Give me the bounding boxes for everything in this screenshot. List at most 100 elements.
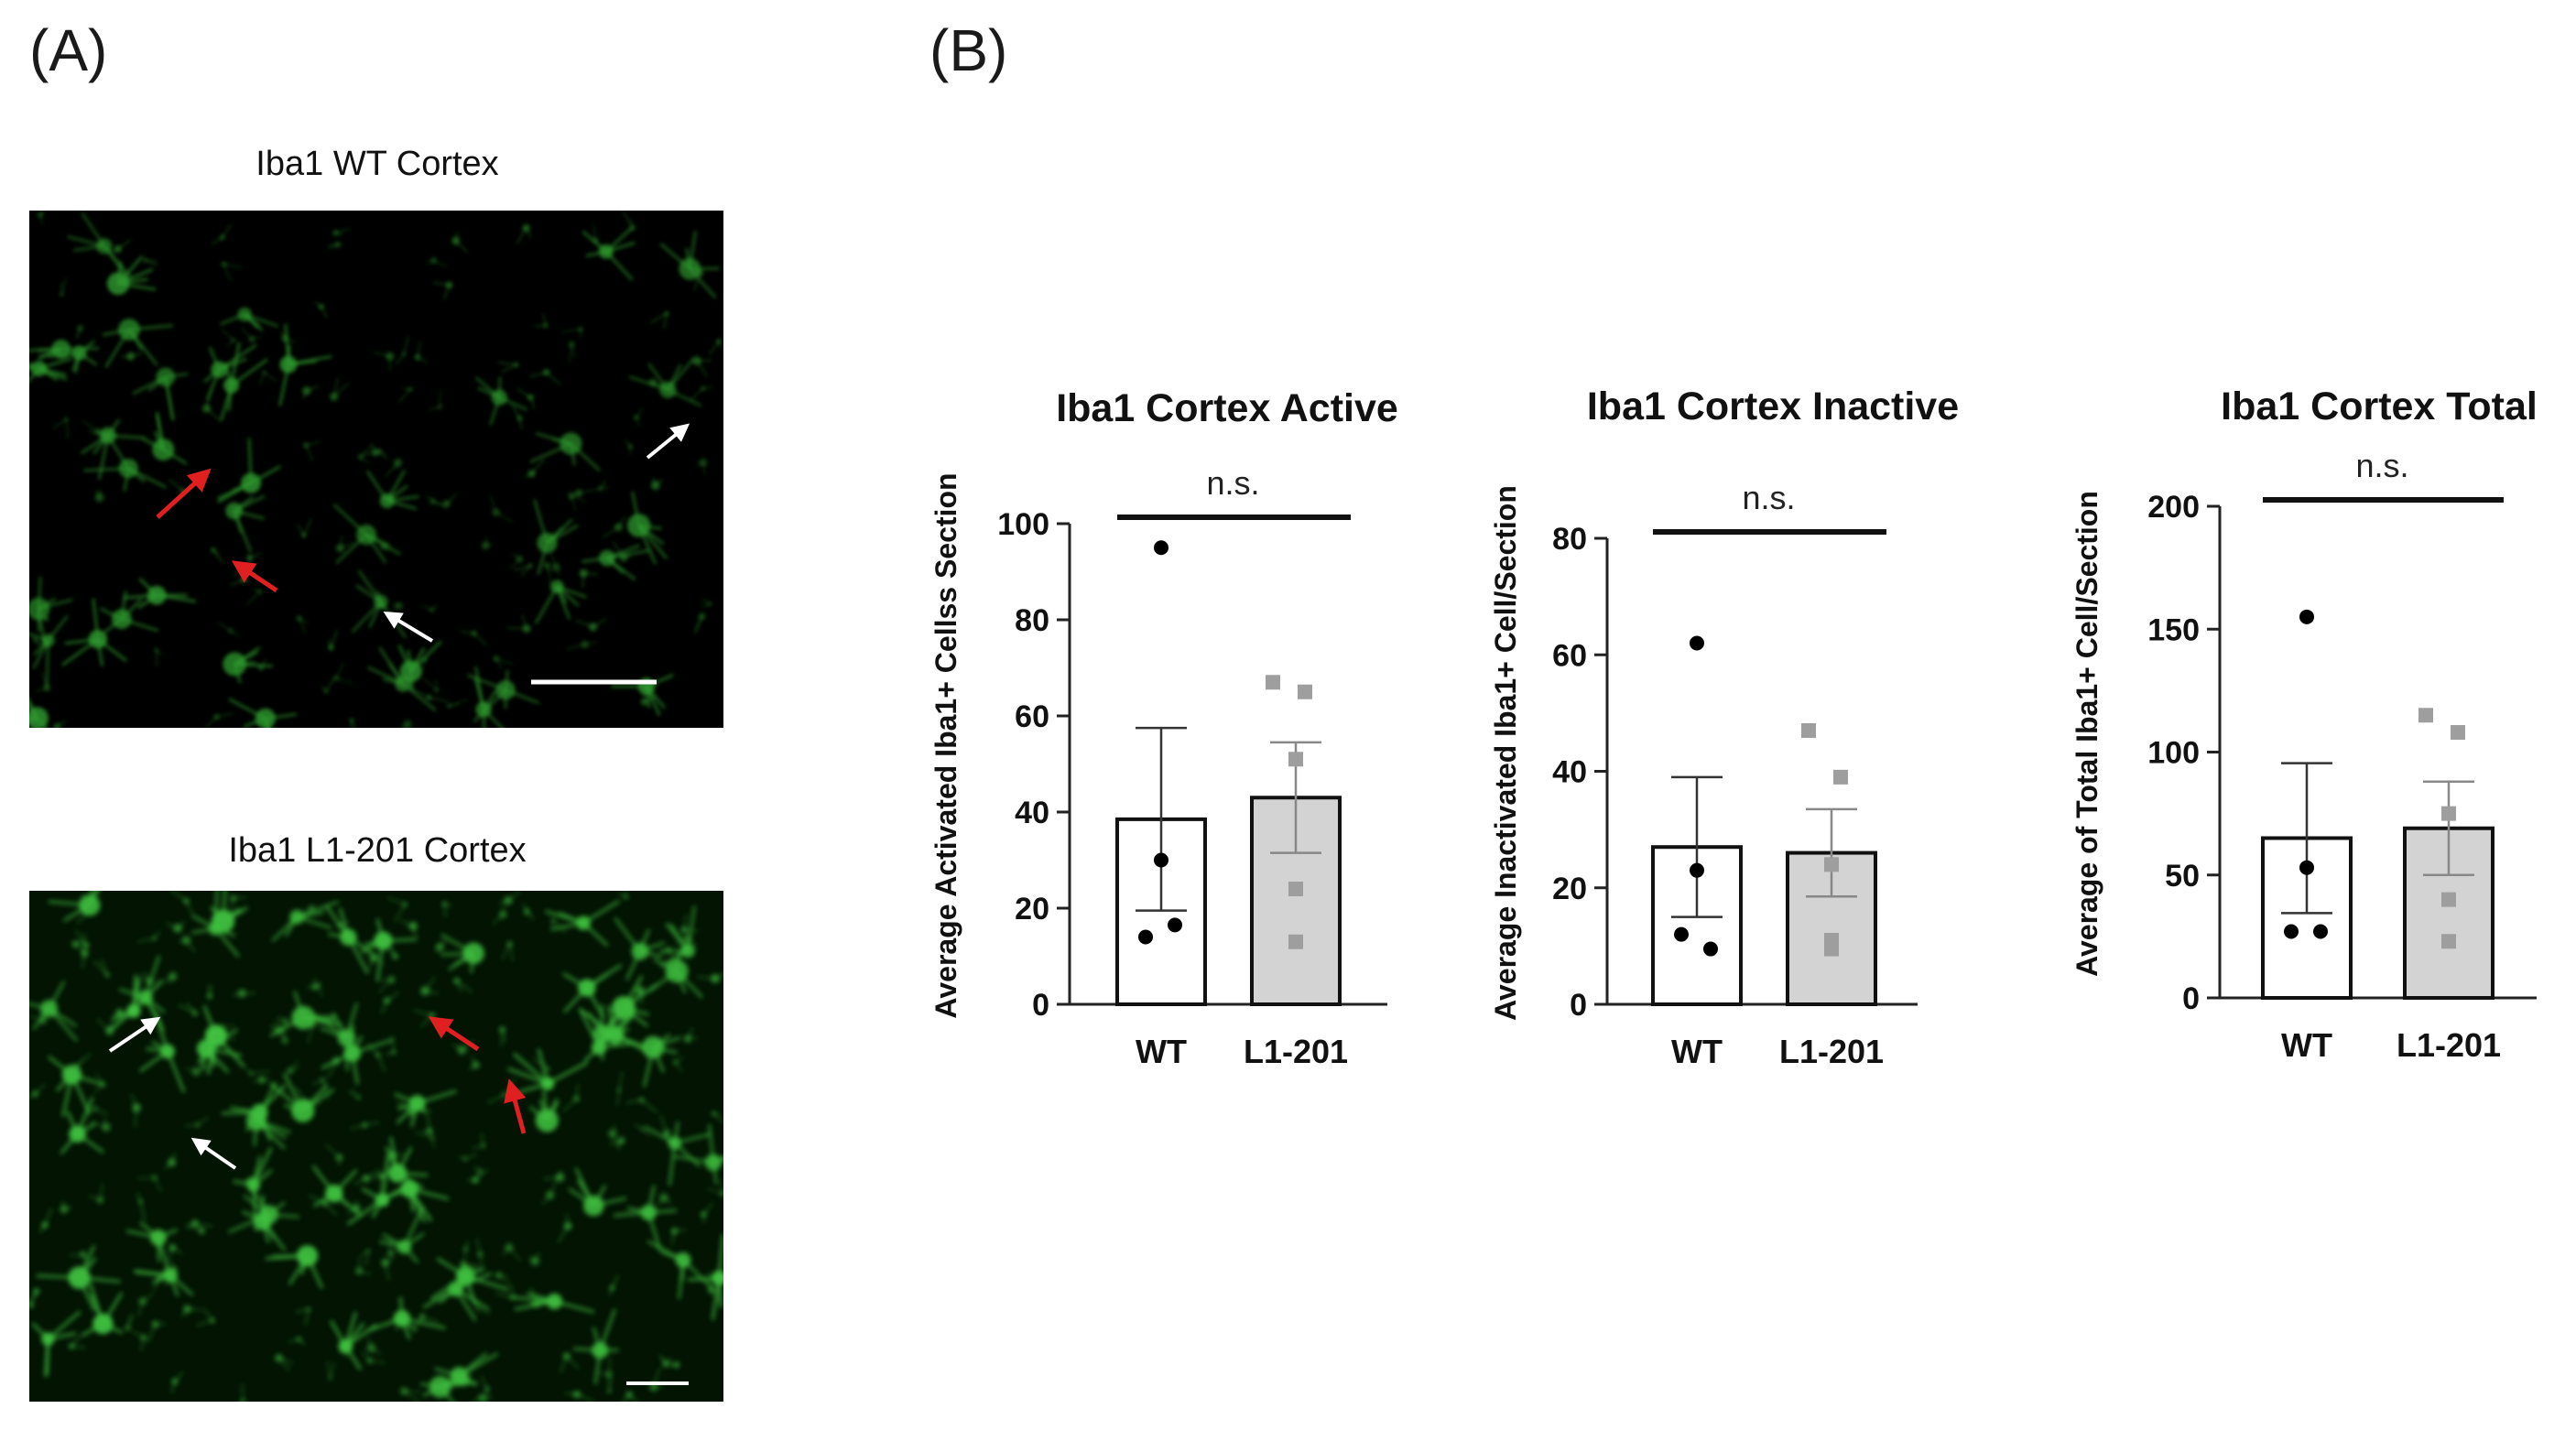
cell-process [675,1061,683,1073]
data-point-wt [1168,917,1182,933]
cell-process [592,1197,627,1208]
cell-process [429,1274,467,1301]
panel-a-label: (A) [29,17,108,83]
cell-process [603,1037,615,1045]
cell-process [139,974,150,982]
cell-process [555,586,571,620]
cell-process [507,891,521,902]
cell-process [314,981,321,988]
chart-title: Iba1 Cortex Active [1056,386,1398,430]
cell-process [421,1316,440,1324]
cell-process [298,618,307,634]
cell-process [652,1035,681,1049]
cell-process [187,1308,201,1311]
micrograph-wt-cortex [29,211,723,728]
cell-process [352,1038,395,1055]
cell-process [137,1301,144,1317]
cell-process [203,368,221,384]
cell-process [529,442,572,464]
cell-process [403,1390,419,1402]
cell-process [440,951,474,957]
cell-process [350,1089,360,1099]
cell-process [504,669,509,690]
data-point-wt [1138,929,1153,945]
cell-process [364,1121,380,1126]
cell-process [513,1052,549,1085]
cell-process [224,363,234,386]
cell-process [117,277,148,286]
cell-process [524,472,533,478]
cell-process [636,417,641,428]
cell-process [118,988,147,999]
cell-process [605,241,636,254]
cell-process [403,335,409,355]
cell-process [326,1360,332,1379]
panel-b-label: (B) [929,17,1008,83]
cell-process [297,524,305,536]
cell-process [103,618,123,634]
cell-process [338,907,350,938]
cell-process [117,267,154,286]
cell-process [165,372,189,379]
y-tick-label: 50 [2165,859,2200,894]
cell-process [346,1198,384,1226]
cell-process [34,1083,46,1095]
cell-process [484,1389,488,1402]
cell-process [233,663,242,684]
cell-process [409,671,414,691]
cell-process [370,1347,382,1356]
cell-process [520,565,531,577]
cell-process [92,598,100,640]
cell-process [652,1197,665,1210]
cell-process [470,953,475,973]
cell-process [592,1185,607,1207]
cell-process [268,1213,300,1219]
cell-process [639,990,643,1005]
cell-body [462,942,484,965]
cell-process [185,939,196,953]
y-tick-label: 80 [1552,522,1587,557]
cell-process [178,1003,196,1014]
cell-process [45,640,50,686]
cell-process [608,1357,612,1375]
cell-process [82,420,99,432]
cell-process [202,1005,218,1036]
data-point-wt [2299,860,2314,875]
cell-process [206,1035,217,1045]
cell-process [600,1029,605,1039]
cell-process [92,434,109,455]
cell-process [74,943,86,954]
cell-process [604,226,634,253]
cell-process [179,939,187,943]
cell-process [395,353,405,365]
cell-process [374,352,390,357]
cell-process [289,1067,300,1072]
cell-process [164,376,175,421]
cell-process [693,273,701,291]
cell-process [403,1232,425,1249]
cell-process [384,1262,390,1282]
cell-process [78,1276,96,1312]
cell-process [230,341,241,386]
cell-process [702,462,706,476]
cell-process [398,1296,404,1319]
cell-process [549,1176,560,1196]
cell-process [31,1322,49,1340]
cell-process [354,584,382,603]
cell-process [102,328,130,337]
cell-body [683,1035,692,1043]
cell-process [144,955,161,998]
data-point-wt [1154,852,1168,868]
cell-process [164,1268,176,1287]
cell-process [168,976,174,984]
significance-label: n.s. [1206,464,1259,502]
cell-process [116,255,144,285]
cell-process [165,922,179,929]
cell-process [511,552,521,560]
cell-process [76,1052,92,1067]
cell-process [37,602,48,620]
cell-process [102,1322,124,1335]
cell-process [233,495,255,513]
cell-process [301,1084,329,1112]
cell-process [378,450,388,460]
